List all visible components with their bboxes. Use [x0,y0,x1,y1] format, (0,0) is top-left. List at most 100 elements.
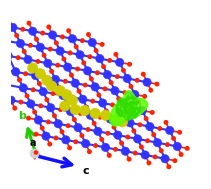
Circle shape [121,68,126,73]
Circle shape [31,87,36,92]
Circle shape [134,111,135,113]
Circle shape [101,64,106,69]
Circle shape [122,100,123,101]
Circle shape [128,117,129,118]
Circle shape [126,110,128,112]
Circle shape [12,106,17,111]
Circle shape [16,39,25,48]
Circle shape [48,31,57,39]
Circle shape [131,117,133,118]
Circle shape [124,110,126,112]
Circle shape [45,97,49,102]
Circle shape [24,55,32,64]
Circle shape [19,84,27,92]
Circle shape [121,101,122,102]
Circle shape [116,96,121,101]
Circle shape [124,102,126,104]
Circle shape [123,106,124,108]
Circle shape [137,112,139,114]
Circle shape [154,82,160,87]
Circle shape [130,103,131,105]
Circle shape [28,43,33,48]
Circle shape [124,108,126,110]
Circle shape [134,97,136,99]
Circle shape [120,103,122,104]
Circle shape [129,111,130,113]
Circle shape [60,34,65,39]
Circle shape [66,123,71,128]
Circle shape [124,110,126,111]
Circle shape [19,100,23,105]
Circle shape [114,131,122,139]
Circle shape [116,111,118,112]
Circle shape [34,116,43,124]
Circle shape [129,112,131,113]
Circle shape [132,107,133,108]
Circle shape [129,110,130,111]
Circle shape [126,111,127,112]
Circle shape [20,27,25,32]
Circle shape [133,101,134,103]
Circle shape [83,83,88,88]
Circle shape [99,99,107,107]
Circle shape [107,58,112,63]
Circle shape [132,110,133,111]
Circle shape [153,139,162,147]
Circle shape [130,97,131,99]
Circle shape [130,113,131,115]
Circle shape [86,32,91,37]
Circle shape [126,102,128,103]
Circle shape [16,55,20,60]
Circle shape [136,104,137,106]
Circle shape [121,104,123,105]
Circle shape [61,57,66,62]
Circle shape [59,91,67,100]
Circle shape [98,115,103,120]
Circle shape [125,135,130,139]
Circle shape [86,127,91,132]
Circle shape [128,109,130,111]
Circle shape [124,104,126,106]
Circle shape [130,107,131,108]
Circle shape [133,117,134,119]
Circle shape [127,105,128,107]
Circle shape [106,115,114,123]
Circle shape [135,108,137,109]
Circle shape [74,44,79,49]
Circle shape [124,105,126,106]
Circle shape [125,111,127,113]
Circle shape [117,107,119,109]
Circle shape [39,88,47,96]
Circle shape [136,107,138,109]
Circle shape [177,130,182,135]
Circle shape [128,96,129,97]
Circle shape [111,114,121,124]
Circle shape [134,110,135,112]
Circle shape [133,102,134,104]
Circle shape [129,109,131,111]
Circle shape [42,53,47,58]
Circle shape [104,109,109,113]
Circle shape [118,101,120,102]
Polygon shape [110,91,148,126]
Circle shape [117,117,128,127]
Circle shape [124,107,125,108]
Circle shape [134,135,142,143]
Circle shape [66,28,71,33]
Circle shape [86,111,95,119]
Circle shape [173,158,177,163]
Circle shape [130,113,132,115]
Circle shape [173,142,181,151]
Circle shape [124,103,125,104]
Circle shape [7,96,15,104]
Circle shape [132,110,134,112]
Circle shape [126,107,128,108]
Circle shape [131,90,139,99]
Circle shape [79,133,84,138]
Circle shape [127,105,129,106]
Circle shape [35,59,40,64]
Circle shape [121,147,130,155]
Circle shape [132,104,133,106]
Circle shape [120,106,122,108]
Circle shape [179,152,184,157]
